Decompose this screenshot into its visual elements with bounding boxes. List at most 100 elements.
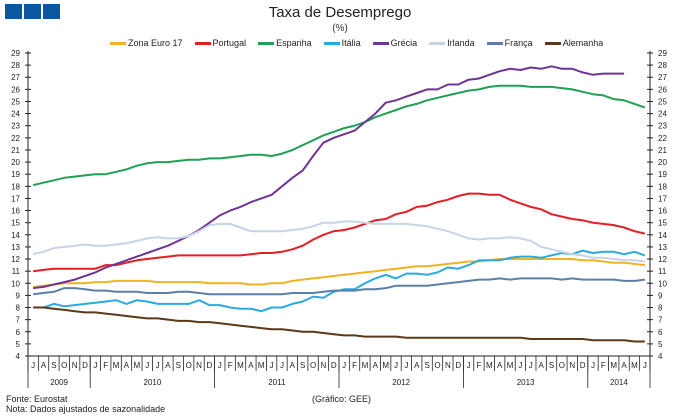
legend-label: Portugal: [212, 38, 247, 48]
month-label: S: [300, 361, 305, 370]
y-tick-label-right: 25: [658, 97, 667, 106]
month-label: S: [176, 361, 181, 370]
y-tick-label-right: 6: [658, 328, 663, 337]
month-label: N: [321, 361, 327, 370]
month-label: N: [569, 361, 575, 370]
chart-subtitle: (%): [332, 23, 348, 34]
y-tick-label-right: 17: [658, 194, 667, 203]
month-label: F: [477, 361, 482, 370]
series-line-alemanha: [33, 306, 645, 343]
month-label: J: [404, 361, 408, 370]
month-label: M: [258, 361, 265, 370]
year-label: 2012: [392, 378, 410, 387]
y-tick-label-left: 26: [11, 85, 20, 94]
month-label: A: [621, 361, 627, 370]
month-label: J: [467, 361, 471, 370]
month-label: A: [165, 361, 171, 370]
month-label: A: [248, 361, 254, 370]
month-label: A: [373, 361, 379, 370]
y-tick-label-left: 9: [16, 291, 21, 300]
month-label: O: [434, 361, 440, 370]
legend-label: Grécia: [390, 38, 418, 48]
month-label: A: [290, 361, 296, 370]
y-tick-label-left: 25: [11, 97, 20, 106]
legend: Zona Euro 17 Portugal Espanha Itália Grécia I…: [110, 38, 603, 48]
y-tick-label-right: 12: [658, 255, 667, 264]
legend-swatch: [429, 41, 446, 45]
legend-item: Zona Euro 17: [110, 38, 183, 48]
y-tick-label-left: 8: [16, 304, 21, 313]
y-tick-label-left: 16: [11, 207, 20, 216]
legend-swatch: [323, 41, 340, 45]
month-label: J: [218, 361, 222, 370]
legend-swatch: [372, 41, 389, 45]
month-label: J: [643, 361, 647, 370]
y-tick-label-left: 19: [11, 170, 20, 179]
logo-block: [43, 4, 60, 19]
y-tick-label-left: 20: [11, 158, 20, 167]
y-tick-label-right: 28: [658, 61, 667, 70]
month-label: M: [507, 361, 514, 370]
month-label: J: [145, 361, 149, 370]
month-label: S: [424, 361, 429, 370]
month-label: F: [352, 361, 357, 370]
series-line-gr-cia: [33, 65, 625, 290]
month-label: F: [601, 361, 606, 370]
y-tick-label-right: 16: [658, 207, 667, 216]
y-tick-label-left: 14: [11, 231, 20, 240]
y-tick-label-right: 9: [658, 291, 663, 300]
y-tick-label-right: 26: [658, 85, 667, 94]
series-line-zona-euro-17: [33, 258, 645, 288]
y-tick-label-left: 15: [11, 219, 20, 228]
month-label: M: [631, 361, 638, 370]
y-tick-label-left: 21: [11, 146, 20, 155]
y-tick-label-right: 7: [658, 316, 663, 325]
y-tick-label-right: 18: [658, 182, 667, 191]
y-tick-label-left: 18: [11, 182, 20, 191]
y-tick-label-left: 7: [16, 316, 21, 325]
y-tick-label-left: 22: [11, 134, 20, 143]
month-label: J: [156, 361, 160, 370]
year-label: 2014: [610, 378, 628, 387]
y-tick-label-left: 17: [11, 194, 20, 203]
y-tick-label-right: 21: [658, 146, 667, 155]
month-label: S: [549, 361, 554, 370]
month-label: J: [93, 361, 97, 370]
year-label: 2011: [268, 378, 286, 387]
logo-block: [24, 4, 41, 19]
y-tick-label-right: 11: [658, 267, 667, 276]
month-label: J: [31, 361, 35, 370]
month-label: D: [455, 361, 461, 370]
month-label: A: [538, 361, 544, 370]
month-label: D: [82, 361, 88, 370]
month-label: M: [382, 361, 389, 370]
y-tick-label-right: 27: [658, 73, 667, 82]
month-label: D: [331, 361, 337, 370]
month-label: A: [414, 361, 420, 370]
month-label: J: [270, 361, 274, 370]
month-label: M: [237, 361, 244, 370]
legend-item: França: [486, 38, 533, 48]
y-tick-label-left: 10: [11, 279, 20, 288]
series-line-espanha: [32, 84, 646, 187]
month-label: J: [529, 361, 533, 370]
legend-label: França: [504, 38, 533, 48]
month-label: F: [228, 361, 233, 370]
month-label: O: [559, 361, 565, 370]
month-label: O: [186, 361, 192, 370]
y-tick-label-left: 28: [11, 61, 20, 70]
y-tick-label-right: 8: [658, 304, 663, 313]
y-tick-label-right: 10: [658, 279, 667, 288]
y-tick-label-right: 19: [658, 170, 667, 179]
y-tick-label-left: 6: [16, 328, 21, 337]
month-label: O: [61, 361, 67, 370]
month-label: J: [342, 361, 346, 370]
y-tick-label-left: 4: [16, 352, 21, 361]
series-line-fran-a: [33, 277, 645, 296]
legend-label: Itália: [341, 38, 361, 48]
y-tick-label-right: 20: [658, 158, 667, 167]
series-line-portugal: [33, 192, 646, 273]
month-label: A: [41, 361, 47, 370]
legend-swatch: [544, 41, 561, 45]
